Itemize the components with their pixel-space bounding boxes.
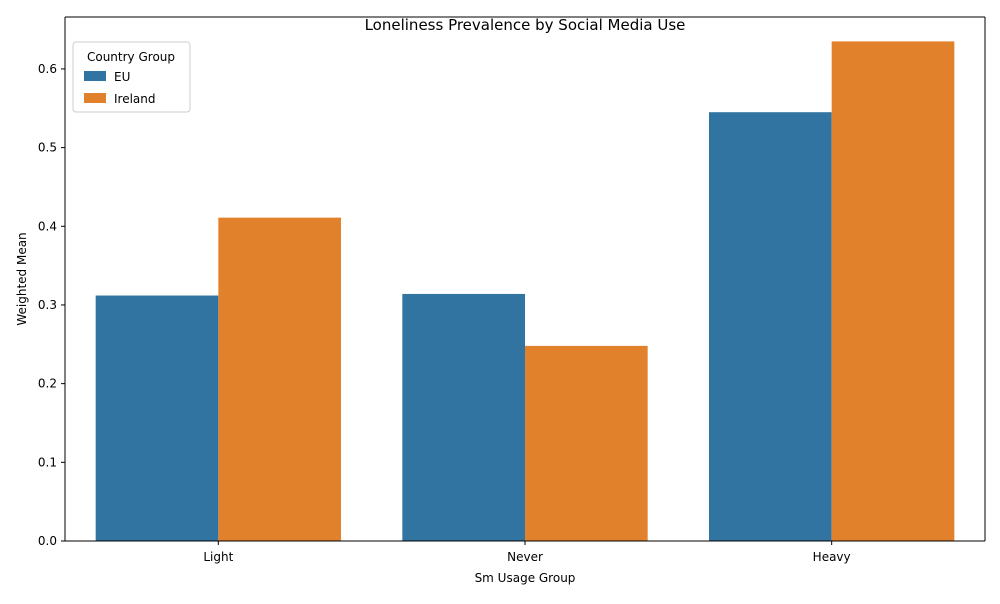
y-tick-label: 0.3 xyxy=(38,298,57,312)
y-tick-label: 0.1 xyxy=(38,455,57,469)
x-tick-label-heavy: Heavy xyxy=(813,550,851,564)
legend-title: Country Group xyxy=(87,50,175,64)
bar-eu-light xyxy=(95,295,219,541)
legend-swatch-ireland xyxy=(84,93,106,103)
bar-ireland-never xyxy=(525,345,648,541)
x-tick-label-light: Light xyxy=(203,550,233,564)
legend: Country Group EU Ireland xyxy=(72,41,191,113)
x-axis-label: Sm Usage Group xyxy=(475,571,576,585)
bar-ireland-heavy xyxy=(831,41,955,542)
y-tick-label: 0.0 xyxy=(38,534,57,548)
legend-items: EU Ireland xyxy=(84,70,156,106)
x-ticks: Light Never Heavy xyxy=(203,541,851,564)
bars-layer xyxy=(95,41,955,542)
chart-title: Loneliness Prevalence by Social Media Us… xyxy=(365,16,686,34)
y-tick-label: 0.6 xyxy=(38,62,57,76)
bar-ireland-light xyxy=(218,217,341,542)
bar-eu-heavy xyxy=(709,112,832,541)
y-tick-label: 0.2 xyxy=(38,377,57,391)
y-axis-label: Weighted Mean xyxy=(15,232,29,325)
y-ticks: 0.0 0.1 0.2 0.3 0.4 0.5 0.6 xyxy=(38,62,65,548)
y-tick-label: 0.5 xyxy=(38,141,57,155)
legend-label-ireland: Ireland xyxy=(114,92,156,106)
legend-swatch-eu xyxy=(84,71,106,81)
bar-eu-never xyxy=(402,293,525,541)
x-tick-label-never: Never xyxy=(507,550,543,564)
y-tick-label: 0.4 xyxy=(38,219,57,233)
legend-label-eu: EU xyxy=(114,70,130,84)
